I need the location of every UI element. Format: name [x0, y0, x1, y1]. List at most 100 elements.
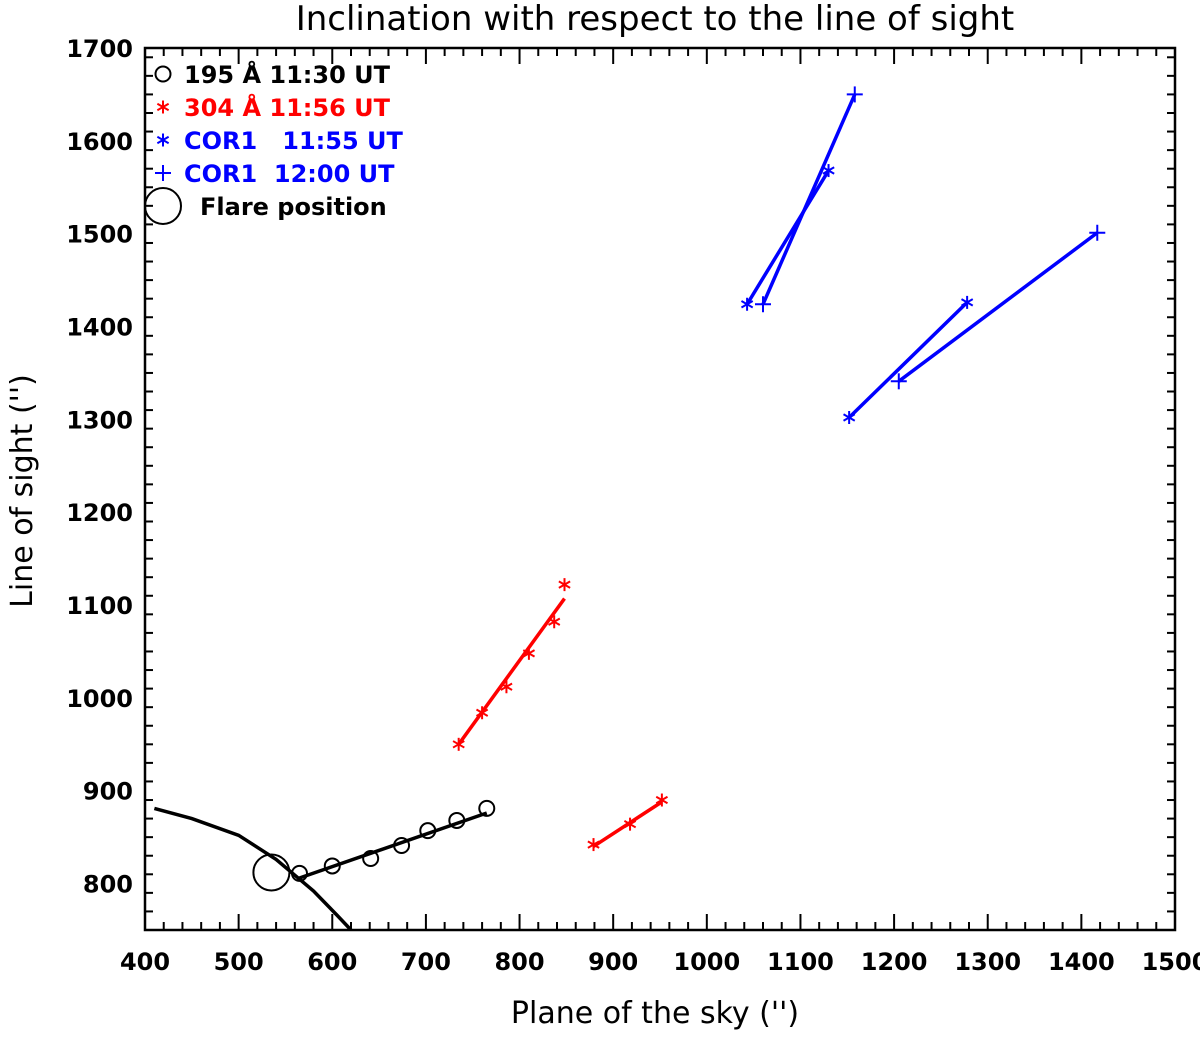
legend-marker — [155, 165, 171, 181]
data-layer — [153, 86, 1106, 930]
x-tick-label: 900 — [588, 948, 638, 976]
data-point — [448, 811, 466, 829]
data-point-c — [740, 300, 754, 309]
x-tick-label: 400 — [120, 948, 170, 976]
data-point — [755, 296, 771, 313]
data-point-c — [452, 740, 465, 749]
x-tick-label: 700 — [401, 948, 451, 976]
y-tick-label: 1600 — [66, 128, 133, 156]
data-point-c — [843, 413, 856, 422]
y-tick-label: 1700 — [66, 35, 133, 63]
legend-label: COR1 12:00 UT — [184, 160, 395, 188]
data-point — [323, 857, 341, 875]
data-point — [475, 706, 489, 720]
series-5 — [843, 295, 974, 425]
legend-label: 195 Å 11:30 UT — [184, 60, 391, 89]
series-fit-line — [457, 597, 566, 746]
series-4 — [755, 86, 863, 313]
legend-item: COR1 11:55 UT — [156, 127, 404, 155]
data-point — [478, 799, 496, 817]
limb-curve — [153, 806, 353, 930]
data-point — [890, 373, 907, 390]
data-point — [1089, 224, 1106, 241]
data-point — [740, 297, 754, 311]
series-fit-line — [592, 800, 663, 848]
data-point — [846, 86, 863, 103]
data-point — [419, 822, 437, 840]
data-point — [587, 838, 600, 852]
legend-item: COR1 12:00 UT — [155, 160, 395, 188]
x-tick-label: 1100 — [767, 948, 834, 976]
legend-label: COR1 11:55 UT — [184, 127, 404, 155]
series-0 — [291, 799, 496, 882]
series-1 — [452, 578, 571, 751]
data-point — [291, 864, 308, 882]
x-tick-label: 1300 — [954, 948, 1021, 976]
legend-marker — [156, 133, 170, 147]
data-point — [558, 578, 571, 592]
data-point-c — [548, 617, 561, 626]
y-tick-label: 1400 — [66, 314, 133, 342]
series-6 — [890, 224, 1106, 390]
series-fit-line — [897, 231, 1099, 383]
data-point-c — [522, 649, 536, 658]
legend-item: 304 Å 11:56 UT — [156, 93, 391, 122]
x-tick-label: 500 — [214, 948, 264, 976]
data-point-c — [475, 708, 489, 717]
series-3 — [740, 164, 835, 311]
data-point — [960, 295, 974, 309]
data-point-c — [623, 820, 637, 829]
y-axis-label: Line of sight ('') — [5, 374, 40, 608]
y-tick-label: 1100 — [66, 592, 133, 620]
data-point — [655, 793, 669, 807]
x-tick-label: 1200 — [861, 948, 928, 976]
data-point — [623, 817, 637, 831]
y-tick-label: 1000 — [66, 685, 133, 713]
series-2 — [587, 793, 669, 852]
legend: 195 Å 11:30 UT 304 Å 11:56 UT COR1 11:55 U… — [144, 60, 404, 225]
x-tick-label: 1500 — [1142, 948, 1200, 976]
data-point — [843, 411, 856, 425]
legend-item: 195 Å 11:30 UT — [154, 60, 391, 89]
legend-marker — [154, 65, 172, 83]
y-tick-label: 800 — [83, 871, 133, 899]
series-fit-line — [847, 301, 969, 419]
data-point — [362, 850, 380, 868]
legend-marker — [156, 100, 170, 114]
series-fit-line — [745, 169, 831, 306]
data-point — [393, 837, 411, 855]
data-point-c — [655, 795, 669, 805]
data-point — [452, 737, 465, 751]
flare-position-marker — [252, 853, 291, 892]
data-point-c — [822, 166, 835, 175]
x-tick-label: 800 — [494, 948, 544, 976]
x-tick-label: 1400 — [1048, 948, 1115, 976]
legend-marker-c — [156, 102, 170, 112]
legend-marker-c — [156, 135, 170, 145]
data-point — [822, 164, 835, 178]
y-tick-label: 1200 — [66, 499, 133, 527]
y-tick-label: 900 — [83, 778, 133, 806]
series-fit-line — [761, 93, 857, 305]
legend-item: Flare position — [144, 187, 387, 225]
data-point-c — [558, 580, 571, 589]
data-point-c — [587, 840, 600, 849]
x-axis-label: Plane of the sky ('') — [511, 996, 799, 1031]
chart-title: Inclination with respect to the line of … — [296, 0, 1015, 39]
data-point — [500, 680, 513, 694]
y-tick-label: 1300 — [66, 406, 133, 434]
data-point — [548, 615, 561, 629]
data-point — [522, 646, 536, 660]
legend-marker — [144, 187, 182, 225]
plot-area: 400 500 600 700 800 900 1000 1100 1200 1300 1400 15… — [66, 35, 1200, 976]
data-point-c — [500, 682, 513, 691]
plot-frame — [143, 46, 1177, 932]
legend-label: 304 Å 11:56 UT — [184, 93, 391, 122]
x-tick-label: 600 — [307, 948, 357, 976]
legend-label: Flare position — [200, 193, 387, 221]
y-tick-label: 1500 — [66, 221, 133, 249]
data-point-c — [960, 298, 974, 307]
x-tick-label: 1000 — [673, 948, 740, 976]
